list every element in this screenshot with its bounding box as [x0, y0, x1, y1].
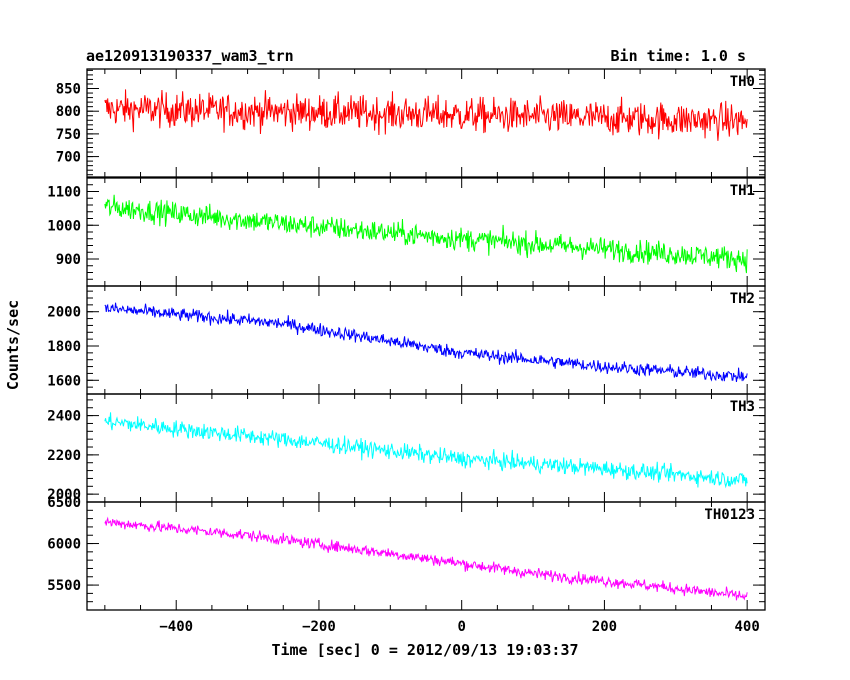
panel-th1: 900 1000 1100 TH1 — [47, 177, 766, 287]
panel-th3: 2000 2200 2400 TH3 — [47, 393, 766, 503]
chart-title: ae120913190337_wam3_trn — [86, 47, 294, 65]
y-tick-label: 1600 — [47, 373, 81, 389]
y-tick-label: 800 — [56, 104, 81, 120]
y-tick-label: 2000 — [47, 487, 81, 503]
y-tick-label: 750 — [56, 127, 81, 143]
y-tick-label: 2400 — [47, 409, 81, 425]
series-line-th2 — [104, 302, 748, 383]
panel-frame — [86, 393, 766, 503]
panel-frame — [86, 501, 766, 611]
series-line-th0123 — [104, 516, 748, 601]
panel-frame — [86, 285, 766, 395]
x-tick-label: −400 — [159, 619, 193, 635]
panel-th0123: 5500 6000 6500 TH0123 — [47, 495, 766, 611]
series-line-th3 — [104, 412, 748, 489]
y-tick-label: 2000 — [47, 305, 81, 321]
panel-label-th3: TH3 — [730, 399, 755, 415]
y-tick-label: 5500 — [47, 578, 81, 594]
panel-label-th0: TH0 — [730, 74, 755, 90]
series-line-th0 — [104, 89, 748, 141]
y-tick-label: 1100 — [47, 185, 81, 201]
y-tick-label: 6000 — [47, 537, 81, 553]
y-tick-label: 700 — [56, 150, 81, 166]
x-tick-label: 400 — [735, 619, 760, 635]
panel-label-th1: TH1 — [730, 183, 755, 199]
panel-th2: 1600 1800 2000 TH2 — [47, 285, 766, 395]
series-line-th1 — [104, 194, 748, 274]
y-tick-label: 850 — [56, 82, 81, 98]
x-tick-label: 0 — [457, 619, 465, 635]
y-tick-label: 2200 — [47, 448, 81, 464]
panels-group: 700 750 800 850 TH0 900 1000 1100 TH1 1600 1800 200… — [47, 68, 766, 635]
y-tick-label: 6500 — [47, 495, 81, 511]
y-tick-label: 900 — [56, 252, 81, 268]
x-tick-label: −200 — [302, 619, 336, 635]
bin-time-label: Bin time: 1.0 s — [611, 47, 746, 65]
panel-label-th2: TH2 — [730, 291, 755, 307]
x-tick-label: 200 — [592, 619, 617, 635]
panel-th0: 700 750 800 850 TH0 — [56, 68, 766, 178]
x-axis-label: Time [sec] 0 = 2012/09/13 19:03:37 — [271, 641, 578, 659]
panel-label-th0123: TH0123 — [704, 507, 755, 523]
y-tick-label: 1800 — [47, 339, 81, 355]
y-axis-label: Counts/sec — [4, 300, 22, 390]
y-tick-label: 1000 — [47, 218, 81, 234]
